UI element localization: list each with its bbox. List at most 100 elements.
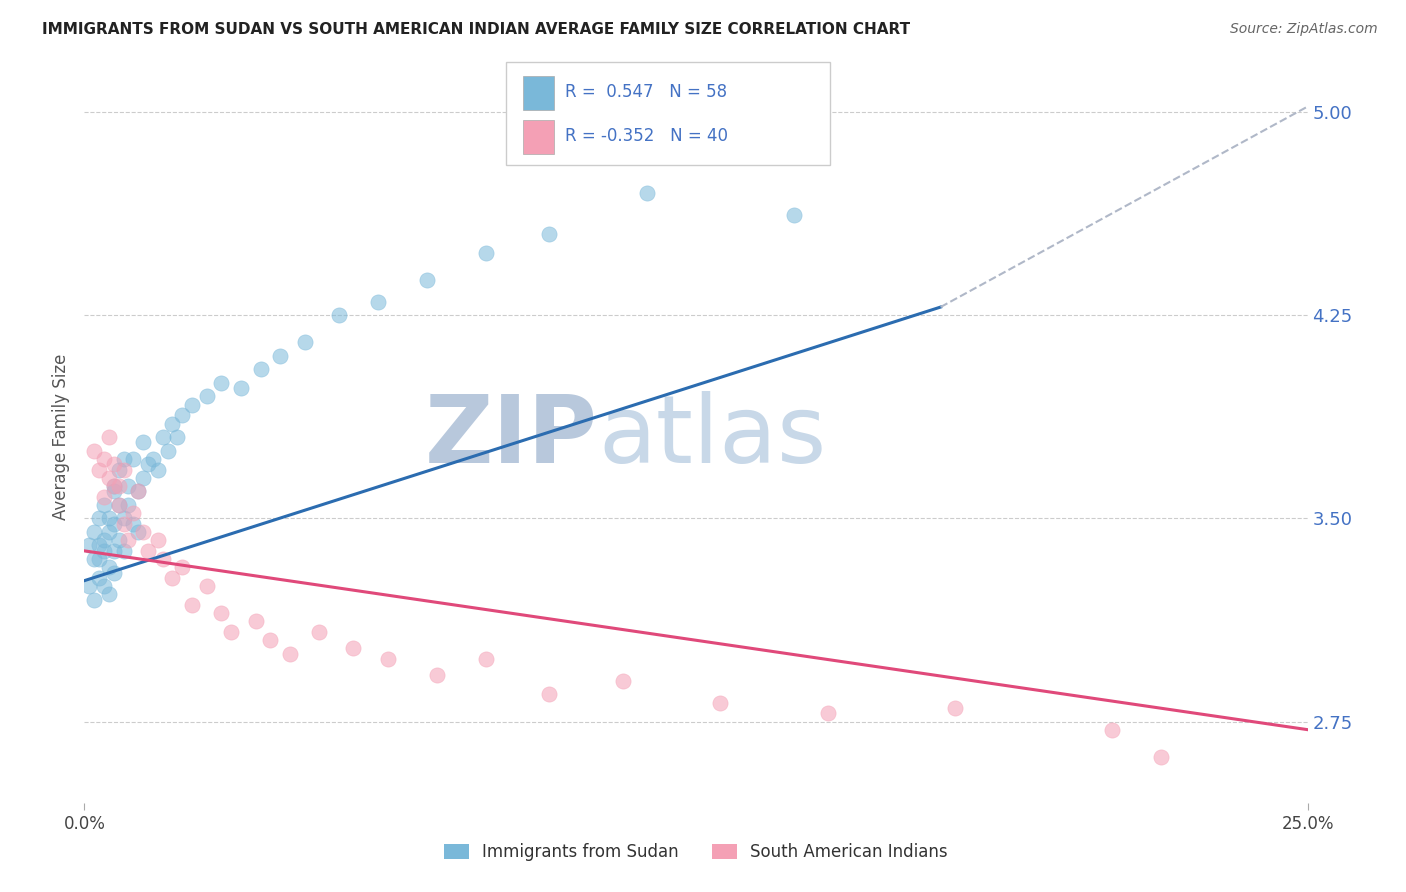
Point bbox=[83, 552, 105, 566]
Point bbox=[278, 647, 301, 661]
Point bbox=[112, 462, 135, 476]
Point bbox=[97, 587, 120, 601]
Point bbox=[127, 524, 149, 539]
Point bbox=[87, 511, 110, 525]
Point bbox=[709, 696, 731, 710]
Point bbox=[93, 579, 115, 593]
Text: R = -0.352   N = 40: R = -0.352 N = 40 bbox=[565, 128, 728, 145]
Point bbox=[294, 335, 316, 350]
Point bbox=[103, 516, 125, 531]
Point bbox=[93, 533, 115, 547]
Point bbox=[87, 462, 110, 476]
Point bbox=[77, 538, 100, 552]
Point bbox=[308, 625, 330, 640]
Point bbox=[342, 641, 364, 656]
Point bbox=[87, 538, 110, 552]
Point bbox=[97, 430, 120, 444]
Point bbox=[103, 479, 125, 493]
Point bbox=[259, 633, 281, 648]
Point bbox=[181, 598, 204, 612]
Point bbox=[103, 479, 125, 493]
Point bbox=[132, 435, 155, 450]
Point bbox=[229, 381, 252, 395]
Point bbox=[117, 533, 139, 547]
Point bbox=[122, 506, 145, 520]
Point bbox=[1150, 749, 1173, 764]
Point bbox=[195, 579, 218, 593]
Point bbox=[219, 625, 242, 640]
Point bbox=[249, 362, 271, 376]
Point bbox=[136, 544, 159, 558]
Point bbox=[132, 471, 155, 485]
Point bbox=[783, 208, 806, 222]
Point bbox=[142, 451, 165, 466]
Point bbox=[112, 451, 135, 466]
Point bbox=[83, 443, 105, 458]
Point bbox=[612, 673, 634, 688]
Point bbox=[195, 389, 218, 403]
Point bbox=[367, 294, 389, 309]
Point bbox=[146, 462, 169, 476]
Point bbox=[103, 484, 125, 499]
Point bbox=[112, 544, 135, 558]
Point bbox=[112, 516, 135, 531]
Point bbox=[172, 409, 194, 423]
Point bbox=[103, 566, 125, 580]
Point bbox=[97, 560, 120, 574]
Y-axis label: Average Family Size: Average Family Size bbox=[52, 354, 70, 520]
Point bbox=[122, 516, 145, 531]
Point bbox=[172, 560, 194, 574]
Point bbox=[87, 571, 110, 585]
Point bbox=[156, 443, 179, 458]
Text: R =  0.547   N = 58: R = 0.547 N = 58 bbox=[565, 83, 727, 101]
Point bbox=[209, 606, 232, 620]
Point bbox=[93, 490, 115, 504]
Point bbox=[636, 186, 658, 201]
Point bbox=[245, 615, 267, 629]
Point bbox=[112, 511, 135, 525]
Point bbox=[87, 552, 110, 566]
Point bbox=[107, 498, 129, 512]
Point bbox=[127, 484, 149, 499]
Text: atlas: atlas bbox=[598, 391, 827, 483]
Point bbox=[538, 227, 561, 241]
Point bbox=[107, 533, 129, 547]
Point bbox=[117, 479, 139, 493]
Legend: Immigrants from Sudan, South American Indians: Immigrants from Sudan, South American In… bbox=[437, 837, 955, 868]
Point bbox=[416, 273, 439, 287]
Point bbox=[83, 592, 105, 607]
Point bbox=[97, 524, 120, 539]
Point bbox=[97, 471, 120, 485]
Point bbox=[93, 544, 115, 558]
Point bbox=[93, 451, 115, 466]
Point bbox=[127, 484, 149, 499]
Point bbox=[152, 430, 174, 444]
Point bbox=[328, 308, 350, 322]
Point bbox=[817, 706, 839, 721]
Point bbox=[107, 479, 129, 493]
Point bbox=[132, 524, 155, 539]
Point bbox=[943, 701, 966, 715]
Point bbox=[1101, 723, 1123, 737]
Point bbox=[377, 652, 399, 666]
Point bbox=[152, 552, 174, 566]
Point bbox=[103, 544, 125, 558]
Point bbox=[107, 462, 129, 476]
Text: Source: ZipAtlas.com: Source: ZipAtlas.com bbox=[1230, 22, 1378, 37]
Point bbox=[474, 245, 496, 260]
Point bbox=[103, 457, 125, 471]
Point bbox=[426, 668, 449, 682]
Point bbox=[107, 498, 129, 512]
Point bbox=[474, 652, 496, 666]
Point bbox=[146, 533, 169, 547]
Text: IMMIGRANTS FROM SUDAN VS SOUTH AMERICAN INDIAN AVERAGE FAMILY SIZE CORRELATION C: IMMIGRANTS FROM SUDAN VS SOUTH AMERICAN … bbox=[42, 22, 910, 37]
Point bbox=[83, 524, 105, 539]
Point bbox=[162, 417, 184, 431]
Point bbox=[97, 511, 120, 525]
Point bbox=[162, 571, 184, 585]
Point bbox=[77, 579, 100, 593]
Point bbox=[166, 430, 188, 444]
Point bbox=[117, 498, 139, 512]
Point bbox=[209, 376, 232, 390]
Point bbox=[136, 457, 159, 471]
